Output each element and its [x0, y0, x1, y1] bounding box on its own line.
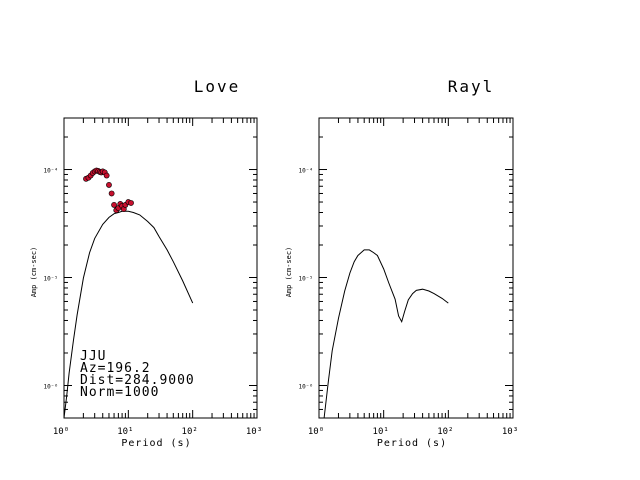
y-axis-label: Amp (cm-sec) [30, 247, 38, 298]
x-tick-label: 10³ [502, 427, 518, 437]
chart-title: Rayl [448, 77, 495, 96]
data-point [128, 200, 134, 206]
x-tick-label: 10⁰ [308, 427, 324, 437]
x-tick-label: 10¹ [117, 427, 133, 437]
data-point [111, 202, 117, 208]
data-point [106, 182, 112, 188]
y-tick-label: 10⁻⁴ [299, 168, 313, 175]
annotation-line: Norm=1000 [80, 385, 159, 400]
y-axis-ticks [64, 136, 257, 419]
x-tick-label: 10² [182, 427, 198, 437]
x-tick-label: 10² [437, 427, 453, 437]
observed-points [83, 167, 134, 214]
y-tick-label: 10⁻⁶ [44, 383, 58, 390]
model-curve [63, 210, 194, 419]
y-tick-label: 10⁻⁴ [44, 168, 58, 175]
chart-title: Love [194, 77, 241, 96]
annotation-line: Az=196.2 [80, 361, 151, 376]
x-tick-label: 10⁰ [53, 427, 69, 437]
data-point [103, 172, 110, 179]
y-axis-ticks [319, 136, 513, 419]
x-axis-ticks [318, 118, 511, 418]
plot-frame [318, 117, 514, 419]
x-tick-label: 10¹ [373, 427, 389, 437]
x-axis-label: Period (s) [377, 438, 447, 449]
x-tick-label: 10³ [246, 427, 262, 437]
annotation-line: Dist=284.9000 [80, 373, 195, 388]
x-axis-label: Period (s) [121, 438, 191, 449]
model-curve [323, 249, 449, 419]
y-tick-label: 10⁻⁵ [299, 276, 313, 283]
y-axis-label: Amp (cm-sec) [285, 247, 293, 298]
annotation-line: JJU [80, 349, 106, 364]
chart-panel-1: Love 10⁰ 10¹ 10² 10³ 10⁻⁴ 10⁻⁵ 10⁻⁶ Period (s) Am… [30, 77, 262, 449]
data-point [108, 190, 115, 197]
x-axis-ticks [63, 118, 255, 418]
chart-panel-2: Rayl 10⁰ 10¹ 10² 10³ 10⁻⁴ 10⁻⁵ 10⁻⁶ Period (s) Am… [285, 77, 518, 449]
y-tick-label: 10⁻⁵ [44, 276, 58, 283]
plot-frame [63, 117, 258, 419]
y-tick-label: 10⁻⁶ [299, 383, 313, 390]
